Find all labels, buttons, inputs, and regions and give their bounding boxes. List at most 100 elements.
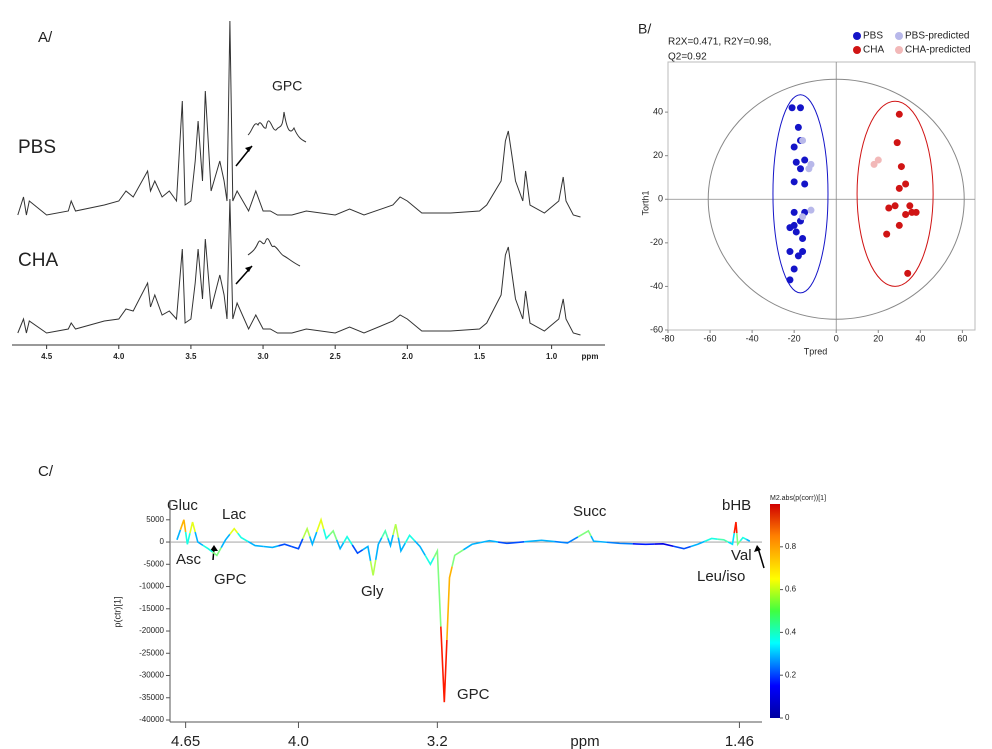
panel-label: A/ xyxy=(38,29,53,46)
loading-segment xyxy=(263,545,279,549)
legend-label: CHA-predicted xyxy=(905,45,971,56)
loading-segment xyxy=(690,540,706,548)
annotation: Asc xyxy=(176,551,202,568)
legend-marker xyxy=(895,32,903,40)
x-tick-label: -60 xyxy=(704,333,717,343)
loading-segment xyxy=(654,543,674,548)
y-tick-label: 0 xyxy=(160,537,165,546)
y-tick-label: -40 xyxy=(650,281,663,291)
x-tick-label: 2.5 xyxy=(330,352,342,361)
y-tick-label: -40000 xyxy=(139,715,164,724)
x-tick-label: 4.5 xyxy=(41,352,53,361)
loading-segment xyxy=(577,529,592,538)
loading-segment xyxy=(424,554,435,566)
point xyxy=(807,206,815,214)
x-tick-label: 0 xyxy=(834,333,839,343)
y-tick-label: -5000 xyxy=(144,559,165,568)
x-axis-label: ppm xyxy=(582,352,599,361)
legend-label: PBS xyxy=(863,31,883,42)
annotation: GPC xyxy=(272,78,302,94)
point xyxy=(801,156,809,164)
loading-segment xyxy=(433,547,442,627)
point xyxy=(794,123,802,131)
arrow-head xyxy=(245,146,252,152)
annotation: R2X=0.471, R2Y=0.98, xyxy=(668,37,771,48)
loading-segment xyxy=(278,543,292,548)
annotation: Val xyxy=(731,547,752,564)
point xyxy=(902,211,910,219)
x-tick-label: 1.5 xyxy=(474,352,486,361)
x-axis-label: ppm xyxy=(570,733,599,749)
x-tick-label: 60 xyxy=(957,333,967,343)
point xyxy=(895,221,903,229)
loading-segment xyxy=(291,538,304,550)
y-tick-label: -10000 xyxy=(139,582,164,591)
loading-segment xyxy=(176,529,182,541)
point xyxy=(796,104,804,112)
loading-segment xyxy=(387,534,394,549)
loading-segment xyxy=(451,549,464,567)
loading-segment xyxy=(733,521,738,534)
x-tick-label: 1.0 xyxy=(546,352,558,361)
loading-segment xyxy=(554,536,579,544)
colorbar-tick-label: 0 xyxy=(785,713,790,722)
y-tick-label: 20 xyxy=(653,150,663,160)
loading-segment xyxy=(746,538,751,542)
y-tick-label: 40 xyxy=(653,106,663,116)
point xyxy=(883,230,891,238)
inset xyxy=(247,238,301,267)
y-tick-label: -30000 xyxy=(139,671,164,680)
point xyxy=(790,221,798,229)
annotation: Q2=0.92 xyxy=(668,52,707,63)
loading-segment xyxy=(524,539,555,543)
loading-segment xyxy=(179,519,187,533)
point xyxy=(799,213,807,221)
loading-segment xyxy=(606,541,633,545)
point xyxy=(895,184,903,192)
x-tick-label: -20 xyxy=(788,333,801,343)
loading-segment xyxy=(315,517,325,533)
point xyxy=(792,228,800,236)
x-tick-label: 4.0 xyxy=(113,352,125,361)
spectrum xyxy=(17,198,581,336)
loading-segment xyxy=(381,528,389,539)
x-tick-label: 20 xyxy=(873,333,883,343)
legend-marker xyxy=(853,46,861,54)
point xyxy=(799,248,807,256)
point xyxy=(788,104,796,112)
annotation: Lac xyxy=(222,506,247,523)
y-tick-label: 0 xyxy=(658,194,663,204)
loading-segment xyxy=(717,538,729,543)
loading-segment xyxy=(308,531,318,547)
point xyxy=(799,136,807,144)
group-ellipse xyxy=(856,100,934,287)
colorbar-tick-label: 0.8 xyxy=(785,542,797,551)
point xyxy=(801,180,809,188)
annotation: Gly xyxy=(361,583,384,600)
x-tick-label: 4.0 xyxy=(288,733,309,749)
point xyxy=(904,269,912,277)
loading-segment xyxy=(184,531,191,545)
point xyxy=(893,139,901,147)
loading-segment xyxy=(335,539,345,551)
point xyxy=(790,178,798,186)
y-tick-label: 5000 xyxy=(146,515,164,524)
legend-label: PBS-predicted xyxy=(905,31,969,42)
loading-segment xyxy=(440,626,448,703)
point xyxy=(912,208,920,216)
loading-segment xyxy=(704,537,718,543)
arrow-head xyxy=(245,266,252,272)
loading-segment xyxy=(462,541,481,551)
y-axis-label: Torth1 xyxy=(640,190,650,215)
loading-segment xyxy=(392,524,400,538)
annotation: GPC xyxy=(214,571,247,588)
colorbar-tick-label: 0.6 xyxy=(785,585,797,594)
y-tick-label: -60 xyxy=(650,324,663,334)
point xyxy=(790,208,798,216)
hotelling-ellipse xyxy=(707,78,965,320)
series-label: PBS xyxy=(18,137,56,158)
x-tick-label: 3.5 xyxy=(185,352,197,361)
loading-segment xyxy=(302,526,311,540)
point xyxy=(891,202,899,210)
point xyxy=(796,165,804,173)
